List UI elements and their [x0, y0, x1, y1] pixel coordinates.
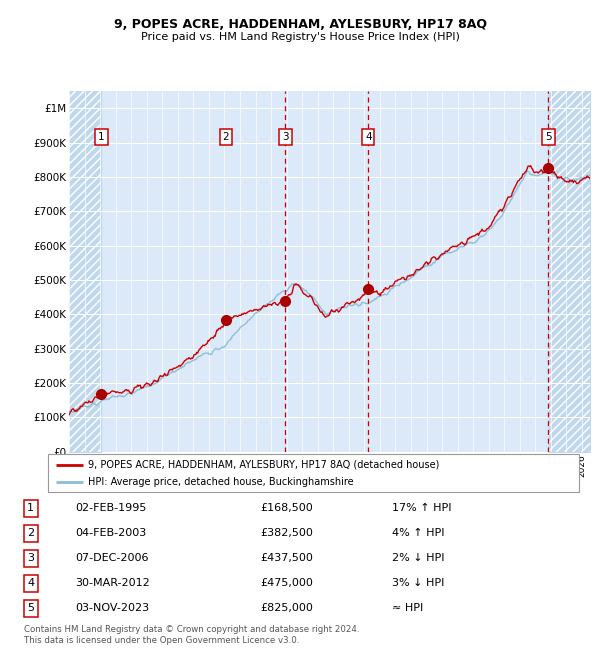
Text: 3: 3 — [27, 553, 34, 564]
Text: 3% ↓ HPI: 3% ↓ HPI — [392, 578, 445, 588]
Text: £437,500: £437,500 — [260, 553, 313, 564]
Text: Contains HM Land Registry data © Crown copyright and database right 2024.
This d: Contains HM Land Registry data © Crown c… — [24, 625, 359, 645]
Text: HPI: Average price, detached house, Buckinghamshire: HPI: Average price, detached house, Buck… — [88, 477, 353, 487]
Text: 3: 3 — [282, 132, 289, 142]
Text: 4% ↑ HPI: 4% ↑ HPI — [392, 528, 445, 538]
Text: 9, POPES ACRE, HADDENHAM, AYLESBURY, HP17 8AQ (detached house): 9, POPES ACRE, HADDENHAM, AYLESBURY, HP1… — [88, 460, 439, 469]
Text: 1: 1 — [98, 132, 105, 142]
Text: 1: 1 — [27, 504, 34, 514]
Text: 9, POPES ACRE, HADDENHAM, AYLESBURY, HP17 8AQ: 9, POPES ACRE, HADDENHAM, AYLESBURY, HP1… — [113, 18, 487, 31]
Text: 30-MAR-2012: 30-MAR-2012 — [76, 578, 151, 588]
Text: £382,500: £382,500 — [260, 528, 313, 538]
Text: 04-FEB-2003: 04-FEB-2003 — [76, 528, 147, 538]
Text: £825,000: £825,000 — [260, 603, 313, 613]
Text: ≈ HPI: ≈ HPI — [392, 603, 424, 613]
Text: 4: 4 — [365, 132, 371, 142]
Text: 03-NOV-2023: 03-NOV-2023 — [76, 603, 150, 613]
Text: 2% ↓ HPI: 2% ↓ HPI — [392, 553, 445, 564]
Text: £168,500: £168,500 — [260, 504, 313, 514]
Text: 5: 5 — [27, 603, 34, 613]
Text: Price paid vs. HM Land Registry's House Price Index (HPI): Price paid vs. HM Land Registry's House … — [140, 32, 460, 42]
Text: 2: 2 — [27, 528, 34, 538]
Text: 5: 5 — [545, 132, 552, 142]
Text: £475,000: £475,000 — [260, 578, 313, 588]
FancyBboxPatch shape — [48, 454, 579, 492]
Text: 02-FEB-1995: 02-FEB-1995 — [76, 504, 147, 514]
Text: 4: 4 — [27, 578, 34, 588]
Text: 17% ↑ HPI: 17% ↑ HPI — [392, 504, 452, 514]
Text: 07-DEC-2006: 07-DEC-2006 — [76, 553, 149, 564]
Text: 2: 2 — [223, 132, 229, 142]
